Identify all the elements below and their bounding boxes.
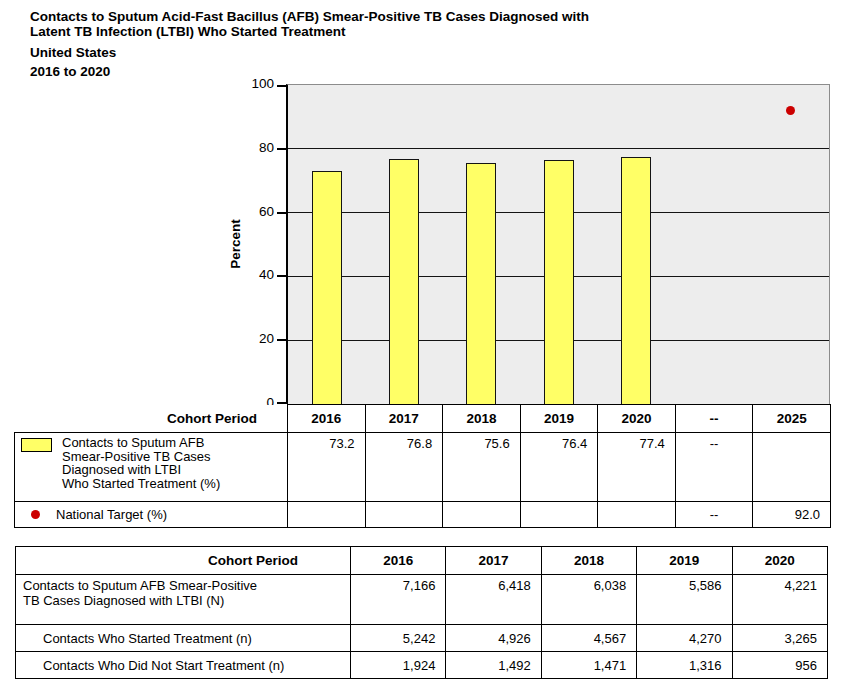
series-value-gap: -- — [675, 433, 753, 502]
target-value-2016 — [288, 502, 366, 528]
bar-series-legend: Contacts to Sputum AFB Smear-Positive TB… — [15, 433, 288, 502]
notstarted-2020: 956 — [732, 652, 827, 679]
bar-2018 — [466, 163, 496, 404]
year-header-2016: 2016 — [288, 405, 366, 433]
notstarted-2018: 1,471 — [541, 652, 636, 679]
year-header-gap: -- — [675, 405, 753, 433]
series-value-2025 — [753, 433, 831, 502]
y-axis-tick-label: 60 — [232, 204, 274, 220]
title-line-2: Latent TB Infection (LTBI) Who Started T… — [30, 24, 589, 39]
notstarted-2016: 1,924 — [351, 652, 446, 679]
target-value-2018 — [443, 502, 521, 528]
started-2018: 4,567 — [541, 625, 636, 652]
total-2020: 4,221 — [732, 575, 827, 625]
series-value-2016: 73.2 — [288, 433, 366, 502]
counts-row-total-label-line: TB Cases Diagnosed with LTBI (N) — [23, 593, 348, 608]
year-header-2019: 2019 — [520, 405, 598, 433]
series-value-2018: 75.6 — [443, 433, 521, 502]
gridline — [288, 148, 829, 149]
axis-legend-table: Cohort Period 2016 2017 2018 2019 2020 -… — [14, 404, 831, 528]
title-period: 2016 to 2020 — [30, 64, 589, 79]
counts-row-total-label: Contacts to Sputum AFB Smear-Positive TB… — [16, 575, 351, 625]
counts-row-started-label: Contacts Who Started Treatment (n) — [16, 625, 351, 652]
bar-series-label-line: Who Started Treatment (%) — [62, 477, 220, 491]
target-value-2025: 92.0 — [753, 502, 831, 528]
counts-row-not-started-label: Contacts Who Did Not Start Treatment (n) — [16, 652, 351, 679]
bar-series-label: Contacts to Sputum AFB Smear-Positive TB… — [62, 436, 220, 490]
counts-year-2020: 2020 — [732, 547, 827, 575]
y-axis-tick-label: 40 — [232, 267, 274, 283]
bar-series-label-line: Diagnosed with LTBI — [62, 463, 220, 477]
cohort-period-label: Cohort Period — [15, 405, 288, 433]
notstarted-2019: 1,316 — [637, 652, 732, 679]
counts-row-total: Contacts to Sputum AFB Smear-Positive TB… — [16, 575, 828, 625]
started-2016: 5,242 — [351, 625, 446, 652]
counts-year-2017: 2017 — [446, 547, 541, 575]
counts-year-2019: 2019 — [637, 547, 732, 575]
started-2020: 3,265 — [732, 625, 827, 652]
counts-row-started: Contacts Who Started Treatment (n) 5,242… — [16, 625, 828, 652]
year-header-2017: 2017 — [365, 405, 443, 433]
year-header-2018: 2018 — [443, 405, 521, 433]
counts-header-row: Cohort Period 2016 2017 2018 2019 2020 — [16, 547, 828, 575]
y-axis-tick-label: 20 — [232, 331, 274, 347]
y-axis-tick-label: 100 — [232, 76, 274, 92]
series-value-2019: 76.4 — [520, 433, 598, 502]
counts-row-total-label-line: Contacts to Sputum AFB Smear-Positive — [23, 578, 348, 593]
bar-series-label-line: Contacts to Sputum AFB — [62, 436, 220, 450]
started-2019: 4,270 — [637, 625, 732, 652]
target-label: National Target (%) — [56, 507, 167, 522]
bar-series-swatch-icon — [21, 438, 52, 452]
total-2017: 6,418 — [446, 575, 541, 625]
target-legend: National Target (%) — [15, 502, 288, 528]
year-header-2020: 2020 — [598, 405, 676, 433]
target-value-2017 — [365, 502, 443, 528]
title-line-1: Contacts to Sputum Acid-Fast Bacillus (A… — [30, 9, 589, 24]
target-row: National Target (%) -- 92.0 — [15, 502, 831, 528]
series-value-2017: 76.8 — [365, 433, 443, 502]
y-axis-tick — [277, 148, 286, 150]
total-2018: 6,038 — [541, 575, 636, 625]
counts-year-2018: 2018 — [541, 547, 636, 575]
total-2019: 5,586 — [637, 575, 732, 625]
page: { "title": { "line1": "Contacts to Sputu… — [0, 0, 846, 681]
y-axis-tick — [277, 339, 286, 341]
target-value-2019 — [520, 502, 598, 528]
bar-2016 — [312, 171, 342, 405]
bar-2019 — [544, 160, 574, 404]
y-axis-tick — [277, 85, 286, 87]
y-axis-tick-label: 80 — [232, 140, 274, 156]
bar-series-label-line: Smear-Positive TB Cases — [62, 450, 220, 464]
y-axis-tick — [277, 212, 286, 214]
chart-title: Contacts to Sputum Acid-Fast Bacillus (A… — [30, 9, 589, 79]
counts-cohort-period-label: Cohort Period — [16, 547, 351, 575]
counts-row-not-started: Contacts Who Did Not Start Treatment (n)… — [16, 652, 828, 679]
title-place: United States — [30, 45, 589, 60]
y-axis-tick — [277, 275, 286, 277]
total-2016: 7,166 — [351, 575, 446, 625]
axis-header-row: Cohort Period 2016 2017 2018 2019 2020 -… — [15, 405, 831, 433]
target-value-2020 — [598, 502, 676, 528]
counts-year-2016: 2016 — [351, 547, 446, 575]
bar-series-row: Contacts to Sputum AFB Smear-Positive TB… — [15, 433, 831, 502]
target-point-2025 — [786, 106, 795, 115]
plot-area — [286, 84, 830, 404]
target-value-gap: -- — [675, 502, 753, 528]
counts-table: Cohort Period 2016 2017 2018 2019 2020 C… — [15, 546, 828, 679]
y-axis: 020406080100 — [232, 84, 274, 404]
started-2017: 4,926 — [446, 625, 541, 652]
series-value-2020: 77.4 — [598, 433, 676, 502]
bar-2017 — [389, 159, 419, 404]
notstarted-2017: 1,492 — [446, 652, 541, 679]
year-header-2025: 2025 — [753, 405, 831, 433]
target-dot-icon — [31, 510, 40, 519]
bar-2020 — [621, 157, 651, 404]
